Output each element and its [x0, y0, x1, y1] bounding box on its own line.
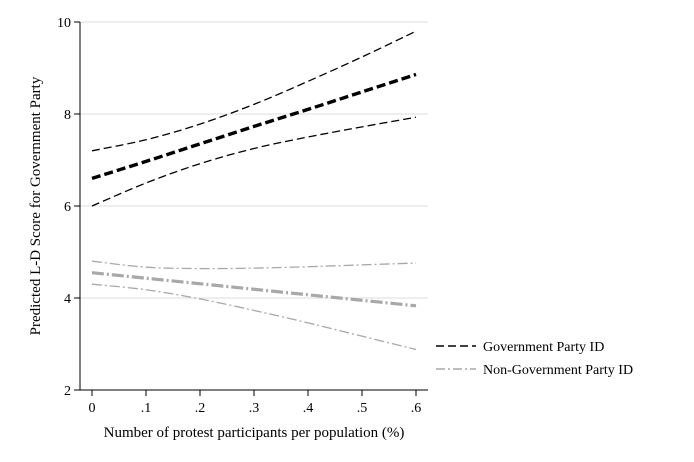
y-axis-title: Predicted L-D Score for Government Party	[28, 76, 44, 335]
non-government-estimate-line	[91, 271, 417, 308]
x-tick-label: .2	[195, 401, 206, 416]
ticks: 2 4 6 8 10 0 .1 .2 .3 .4 .5 .6	[57, 16, 421, 416]
x-tick-label: .5	[357, 401, 368, 416]
y-tick-label: 10	[57, 16, 71, 31]
y-tick-label: 6	[64, 200, 71, 215]
y-tick-label: 4	[64, 292, 71, 307]
gridlines	[80, 21, 428, 299]
x-tick-label: .4	[303, 401, 314, 416]
series-lines	[91, 30, 417, 351]
x-tick-label: .3	[249, 401, 260, 416]
x-tick-label: .6	[411, 401, 422, 416]
y-tick-label: 2	[64, 384, 71, 399]
y-tick-label: 8	[64, 108, 71, 123]
x-tick-label: 0	[89, 401, 96, 416]
government-lower-bound-line	[91, 116, 417, 207]
government-estimate-line	[91, 72, 417, 181]
x-tick-label: .1	[141, 401, 152, 416]
non-government-upper-bound-line	[91, 260, 417, 270]
government-upper-bound-line	[91, 30, 417, 152]
legend-label-government: Government Party ID	[483, 340, 604, 355]
legend-label-non-government: Non-Government Party ID	[483, 363, 633, 378]
x-axis-title: Number of protest participants per popul…	[104, 425, 405, 441]
non-government-lower-bound-line	[91, 283, 417, 351]
legend: Government Party ID Non-Government Party…	[436, 340, 633, 378]
